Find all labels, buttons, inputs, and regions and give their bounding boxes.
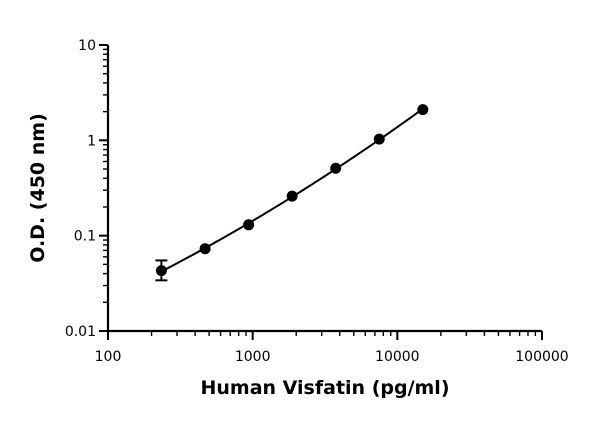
y-tick-label: 1 <box>87 133 96 149</box>
data-point <box>243 219 255 231</box>
data-point <box>417 104 429 116</box>
y-axis: 0.01 0.1 1 10 <box>65 38 110 340</box>
data-point <box>155 265 167 277</box>
data-point <box>373 133 385 145</box>
data-point <box>286 190 298 202</box>
y-tick-label: 10 <box>78 38 96 54</box>
y-axis-title: O.D. (450 nm) <box>27 113 49 263</box>
data-point <box>330 162 342 174</box>
x-tick-label: 10000 <box>375 349 420 365</box>
x-tick-label: 100000 <box>515 349 568 365</box>
x-tick-label: 1000 <box>235 349 271 365</box>
plot-area <box>155 104 429 282</box>
y-tick-label: 0.01 <box>65 324 96 340</box>
x-tick-label: 100 <box>95 349 122 365</box>
x-axis: 100 1000 10000 100000 <box>95 329 569 365</box>
x-axis-title: Human Visfatin (pg/ml) <box>200 377 449 399</box>
data-point <box>199 243 211 255</box>
y-tick-label: 0.1 <box>74 229 96 245</box>
